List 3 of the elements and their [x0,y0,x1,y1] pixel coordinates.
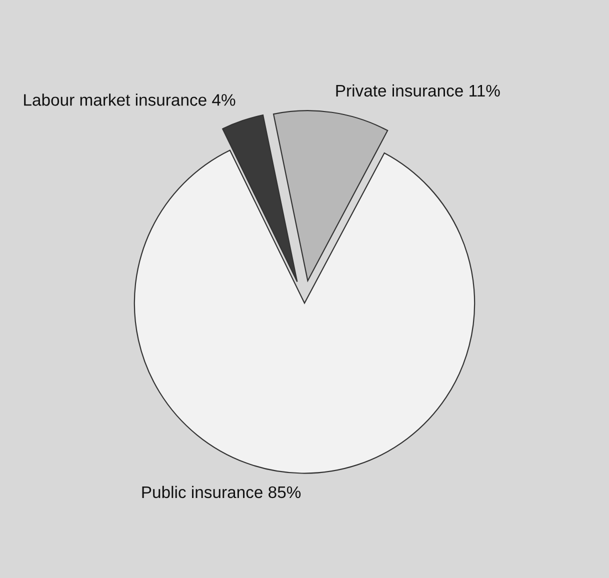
slice-label: Labour market insurance 4% [24,94,236,106]
slice-label: Public insurance 85% [142,486,301,498]
slice-label: Private insurance 11% [336,84,500,97]
